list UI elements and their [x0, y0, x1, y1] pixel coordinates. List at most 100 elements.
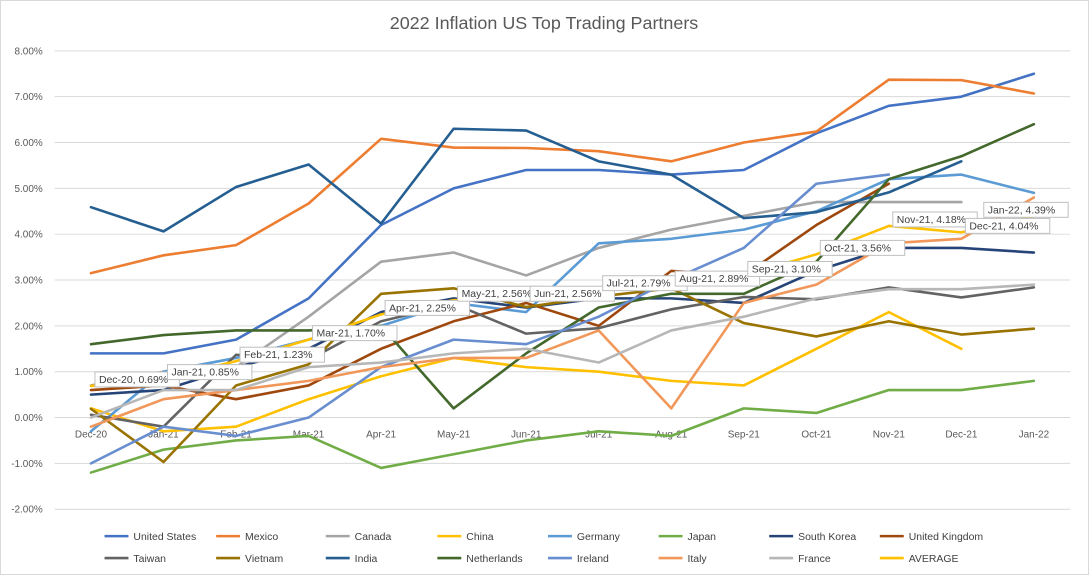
data-label-text: Feb-21, 1.23% — [244, 350, 313, 361]
x-tick-label: May-21 — [437, 429, 471, 440]
data-label-text: Nov-21, 4.18% — [897, 215, 966, 226]
data-label-text: Mar-21, 1.70% — [317, 329, 386, 340]
data-label-text: Dec-20, 0.69% — [99, 375, 168, 386]
data-label: Dec-20, 0.69% — [94, 371, 180, 388]
data-label: Jan-21, 0.85% — [166, 364, 253, 381]
legend-item-ireland: Ireland — [547, 554, 609, 565]
legend-item-japan: Japan — [658, 532, 717, 543]
data-label-box — [312, 325, 398, 342]
data-labels: Dec-20, 0.69%Jan-21, 0.85% Feb-21, 1.23% M… — [94, 201, 1069, 388]
legend-item-vietnam: Vietnam — [216, 554, 283, 565]
y-tick-label: -1.00% — [11, 459, 43, 470]
legend-label: France — [798, 554, 831, 565]
series-lines — [89, 72, 1036, 474]
legend-label: Italy — [688, 554, 708, 565]
data-label-box — [674, 270, 761, 287]
x-tick-label: Dec-21 — [945, 429, 978, 440]
data-label: Feb-21, 1.23% — [239, 346, 325, 363]
y-tick-label: 3.00% — [15, 276, 43, 287]
legend-item-canada: Canada — [325, 532, 392, 543]
y-tick-label: -2.00% — [11, 505, 43, 516]
legend-item-germany: Germany — [547, 532, 621, 543]
x-tick-label: Sep-21 — [728, 429, 761, 440]
x-tick-label: Dec-20 — [75, 429, 108, 440]
x-tick-label: Apr-21 — [366, 429, 396, 440]
legend-item-taiwan: Taiwan — [104, 554, 166, 565]
data-label: Mar-21, 1.70% — [312, 325, 398, 342]
data-label: May-21, 2.56% — [457, 285, 543, 302]
legend-label: Taiwan — [133, 554, 166, 565]
data-label: Jan-22, 4.39% — [983, 201, 1069, 218]
data-label-box — [964, 217, 1051, 234]
legend-label: Japan — [688, 532, 717, 543]
data-label: Jun-21, 2.56% — [529, 285, 616, 302]
y-tick-label: 4.00% — [15, 230, 43, 241]
series-line-france — [89, 283, 1036, 419]
data-label-text: May-21, 2.56% — [462, 289, 532, 300]
y-tick-label: 1.00% — [15, 367, 43, 378]
legend-item-united-kingdom: United Kingdom — [879, 532, 984, 543]
series-line-japan — [89, 379, 1036, 474]
data-label-text: Apr-21, 2.25% — [389, 303, 456, 314]
data-label: Sep-21, 3.10% — [747, 260, 833, 277]
legend-label: China — [466, 532, 493, 543]
data-label: Nov-21, 4.18% — [892, 211, 978, 228]
legend-label: Netherlands — [466, 554, 522, 565]
legend: United States Mexico Canada China Germany Jap… — [104, 532, 984, 565]
data-label-text: Jun-21, 2.56% — [534, 289, 601, 300]
data-label-box — [529, 285, 616, 302]
y-tick-label: 2.00% — [15, 321, 43, 332]
x-tick-label: Oct-21 — [801, 429, 831, 440]
data-label: Oct-21, 3.56% — [819, 239, 906, 256]
series-line-china — [89, 310, 963, 433]
gridlines — [54, 50, 1071, 510]
data-label-text: Jul-21, 2.79% — [607, 279, 671, 290]
legend-item-mexico: Mexico — [216, 532, 278, 543]
data-label-box — [166, 364, 253, 381]
y-axis-ticks: -2.00% -1.00% 0.00% 1.00% 2.00% 3.00% 4.00% 5.0… — [11, 46, 43, 515]
legend-label: Ireland — [577, 554, 609, 565]
y-tick-label: 8.00% — [15, 46, 43, 57]
data-label: Apr-21, 2.25% — [384, 299, 470, 316]
data-label: Jul-21, 2.79% — [602, 275, 688, 292]
data-label-text: Jan-22, 4.39% — [988, 205, 1055, 216]
legend-label: South Korea — [798, 532, 856, 543]
legend-item-china: China — [437, 532, 494, 543]
data-label-text: Dec-21, 4.04% — [969, 221, 1038, 232]
legend-item-india: India — [325, 554, 378, 565]
series-line-india — [89, 127, 963, 233]
data-label-box — [384, 299, 470, 316]
data-label-text: Jan-21, 0.85% — [171, 368, 238, 379]
data-label-box — [983, 201, 1069, 218]
data-label-box — [819, 239, 906, 256]
series-line-ireland — [89, 173, 891, 465]
chart-title: 2022 Inflation US Top Trading Partners — [390, 13, 699, 33]
legend-label: Mexico — [245, 532, 278, 543]
y-tick-label: 0.00% — [15, 413, 43, 424]
x-tick-label: Jan-21 — [148, 429, 179, 440]
legend-label: Vietnam — [245, 554, 283, 565]
x-tick-label: Jul-21 — [585, 429, 613, 440]
y-tick-label: 7.00% — [15, 92, 43, 103]
legend-item-united-states: United States — [104, 532, 196, 543]
data-label: Aug-21, 2.89% — [674, 270, 761, 287]
series-line-italy — [89, 196, 1036, 429]
legend-label: Germany — [577, 532, 621, 543]
x-tick-label: Jan-22 — [1019, 429, 1050, 440]
legend-label: AVERAGE — [909, 554, 959, 565]
data-label-box — [747, 260, 833, 277]
legend-item-italy: Italy — [658, 554, 708, 565]
series-line-mexico — [89, 78, 1036, 275]
legend-label: India — [355, 554, 378, 565]
series-line-united-states — [89, 72, 1036, 355]
legend-label: Canada — [355, 532, 392, 543]
y-tick-label: 6.00% — [15, 138, 43, 149]
data-label-text: Oct-21, 3.56% — [824, 243, 891, 254]
data-label: Dec-21, 4.04% — [964, 217, 1051, 234]
x-tick-label: Nov-21 — [873, 429, 906, 440]
legend-label: United Kingdom — [909, 532, 984, 543]
data-label-text: Sep-21, 3.10% — [752, 264, 821, 275]
y-tick-label: 5.00% — [15, 184, 43, 195]
legend-item-south-korea: South Korea — [769, 532, 856, 543]
